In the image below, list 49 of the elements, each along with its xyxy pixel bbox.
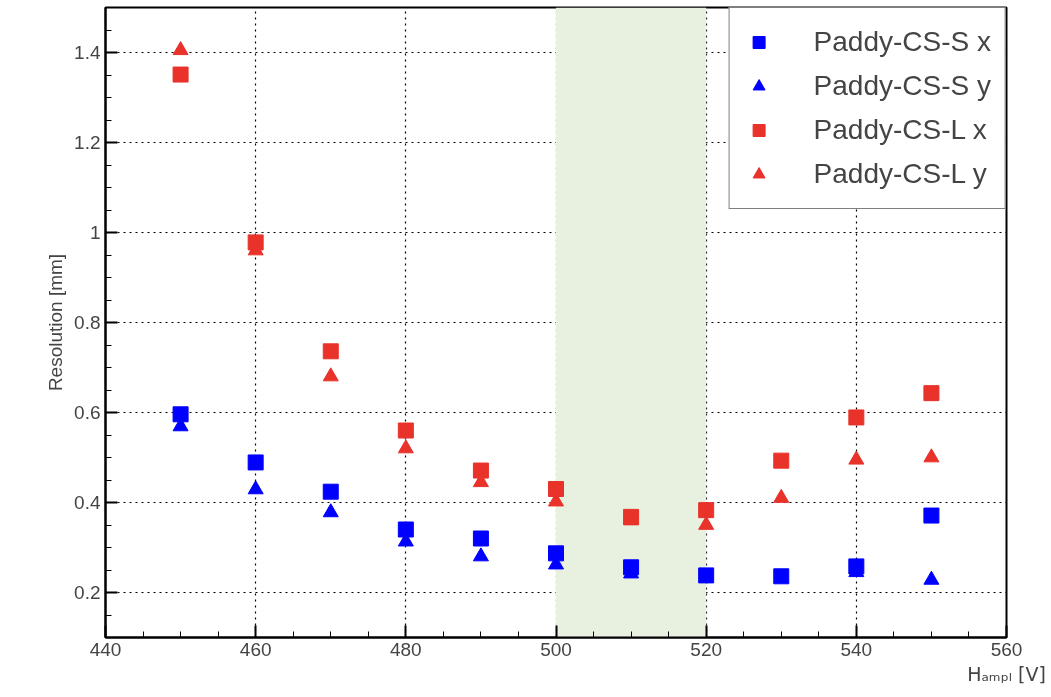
x-tick-label: 440 <box>89 638 122 660</box>
point <box>472 462 489 479</box>
x-tick-label: 500 <box>540 638 572 660</box>
point <box>322 483 339 500</box>
legend-label: Paddy-CS-S y <box>813 70 991 102</box>
point <box>247 480 264 495</box>
legend-label: Paddy-CS-L y <box>813 158 987 190</box>
x-tick-label: 460 <box>239 638 272 660</box>
point <box>923 385 940 402</box>
point <box>172 41 189 56</box>
point <box>773 568 790 585</box>
y-tick-label: 1.2 <box>74 132 101 153</box>
point <box>322 343 339 360</box>
y-axis-title: Resolution [mm] <box>45 253 67 392</box>
point <box>548 545 564 562</box>
point <box>698 515 715 530</box>
point <box>923 570 940 585</box>
point <box>397 422 414 439</box>
point <box>247 454 264 471</box>
point <box>472 530 489 547</box>
point <box>172 406 189 423</box>
y-tick-label: 0.8 <box>74 312 101 333</box>
legend-label: Paddy-CS-L x <box>813 114 987 146</box>
point <box>397 521 414 538</box>
point <box>923 448 940 463</box>
point <box>472 547 489 562</box>
x-tick-label: 560 <box>990 638 1023 660</box>
legend-label: Paddy-CS-S x <box>813 26 991 58</box>
y-tick-label: 0.2 <box>74 582 101 603</box>
point <box>848 409 865 426</box>
y-tick-label: 1.4 <box>74 42 101 63</box>
point <box>848 450 865 465</box>
point <box>172 66 189 83</box>
point <box>773 488 790 503</box>
y-tick-label: 0.6 <box>74 402 101 423</box>
x-tick-label: 520 <box>690 638 723 660</box>
point <box>322 367 339 382</box>
point <box>548 481 564 497</box>
x-axis-title: Hₐₘₚₗ [V] <box>967 662 1046 685</box>
point <box>923 507 940 524</box>
point <box>698 567 715 584</box>
point <box>322 503 339 518</box>
point <box>397 439 414 454</box>
point <box>698 502 715 519</box>
y-tick-label: 0.4 <box>74 492 101 513</box>
y-tick-label: 1 <box>89 222 101 243</box>
x-tick-label: 540 <box>840 638 873 660</box>
point <box>773 452 790 469</box>
x-tick-label: 480 <box>389 638 422 660</box>
